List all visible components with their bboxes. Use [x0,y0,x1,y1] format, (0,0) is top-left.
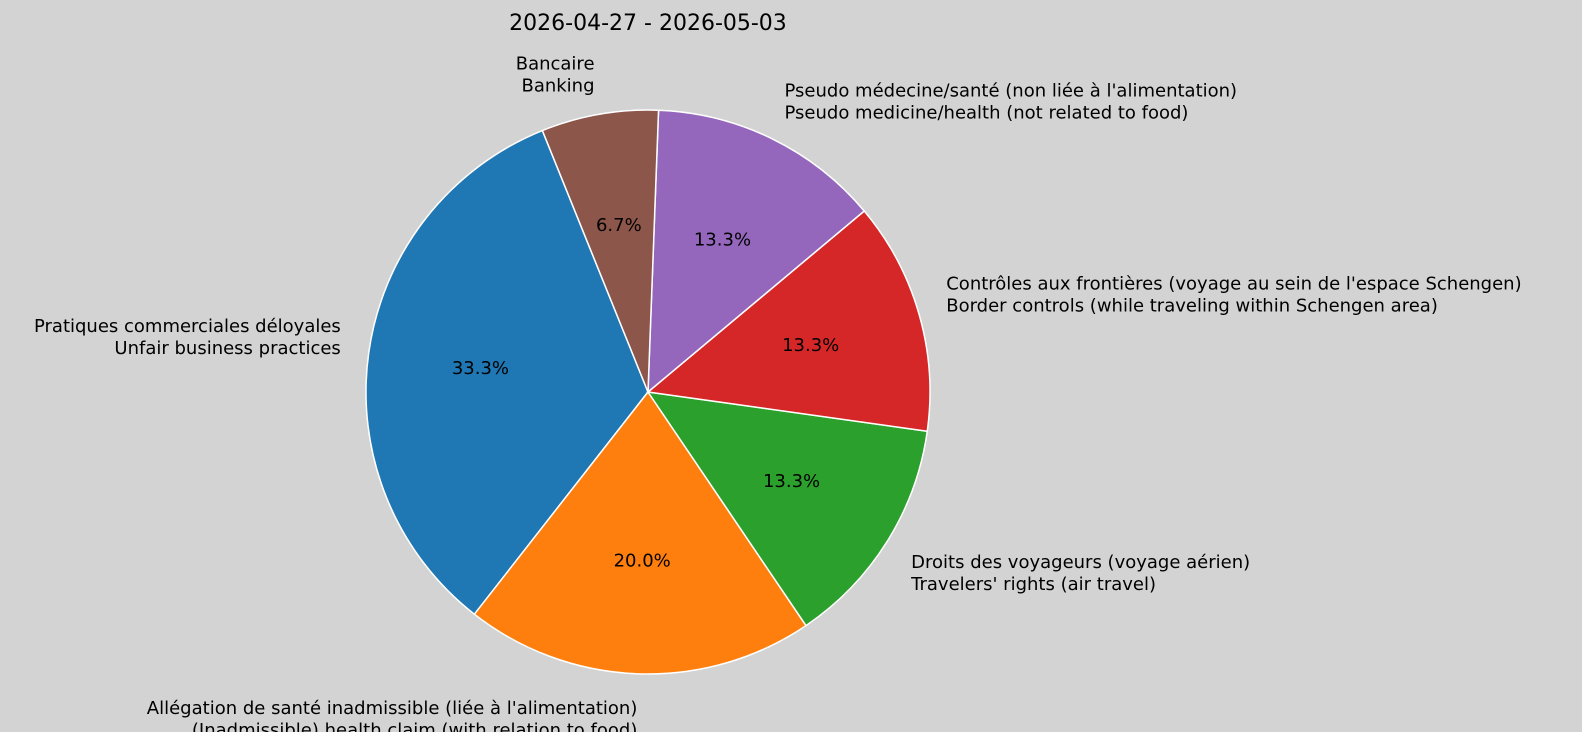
slice-label-fr: Allégation de santé inadmissible (liée à… [147,698,638,719]
chart-title: 2026-04-27 - 2026-05-03 [509,11,787,36]
slice-label-5: Bancaire Banking [516,53,595,96]
slice-label-fr: Pratiques commerciales déloyales [34,316,341,337]
pie-slice-4 [647,109,866,394]
slice-percent-4: 13.3% [694,230,751,251]
slice-label-fr: Bancaire [516,53,595,74]
slice-label-2: Droits des voyageurs (voyage aérien) Trav… [910,552,1250,595]
slice-percent-3: 13.3% [782,335,839,356]
slice-percent-2: 13.3% [763,471,820,492]
slice-labels: Pratiques commerciales déloyales Unfair b… [34,53,1522,732]
percent-labels: 33.3% 20.0% 13.3% 13.3% 13.3% 6.7% [452,215,839,572]
slice-label-4: Pseudo médecine/santé (non liée à l'alim… [785,80,1238,123]
slice-percent-5: 6.7% [596,215,642,236]
slice-label-en: (Inadmissible) health claim (with relati… [192,720,637,732]
pie-slice-2 [646,391,929,627]
slice-label-fr: Droits des voyageurs (voyage aérien) [911,552,1250,573]
slice-label-en: Unfair business practices [114,338,340,359]
slice-label-3: Contrôles aux frontières (voyage au sein… [946,274,1521,317]
slice-percent-1: 20.0% [614,551,671,572]
pie-slice-5 [541,109,660,393]
slice-label-en: Banking [521,75,594,96]
slice-label-1: Allégation de santé inadmissible (liée à… [147,698,638,732]
slice-label-0: Pratiques commerciales déloyales Unfair b… [34,316,341,359]
pie-slice-1 [473,390,808,675]
slice-label-en: Border controls (while traveling within … [946,296,1438,317]
pie-slice-3 [646,209,931,433]
pie-slices [365,109,931,675]
slice-label-en: Travelers' rights (air travel) [910,574,1156,595]
slice-label-fr: Contrôles aux frontières (voyage au sein… [946,274,1521,295]
pie-slice-0 [365,129,649,616]
slice-label-en: Pseudo medicine/health (not related to f… [785,102,1189,123]
slice-label-fr: Pseudo médecine/santé (non liée à l'alim… [785,80,1238,101]
slice-percent-0: 33.3% [452,358,509,379]
